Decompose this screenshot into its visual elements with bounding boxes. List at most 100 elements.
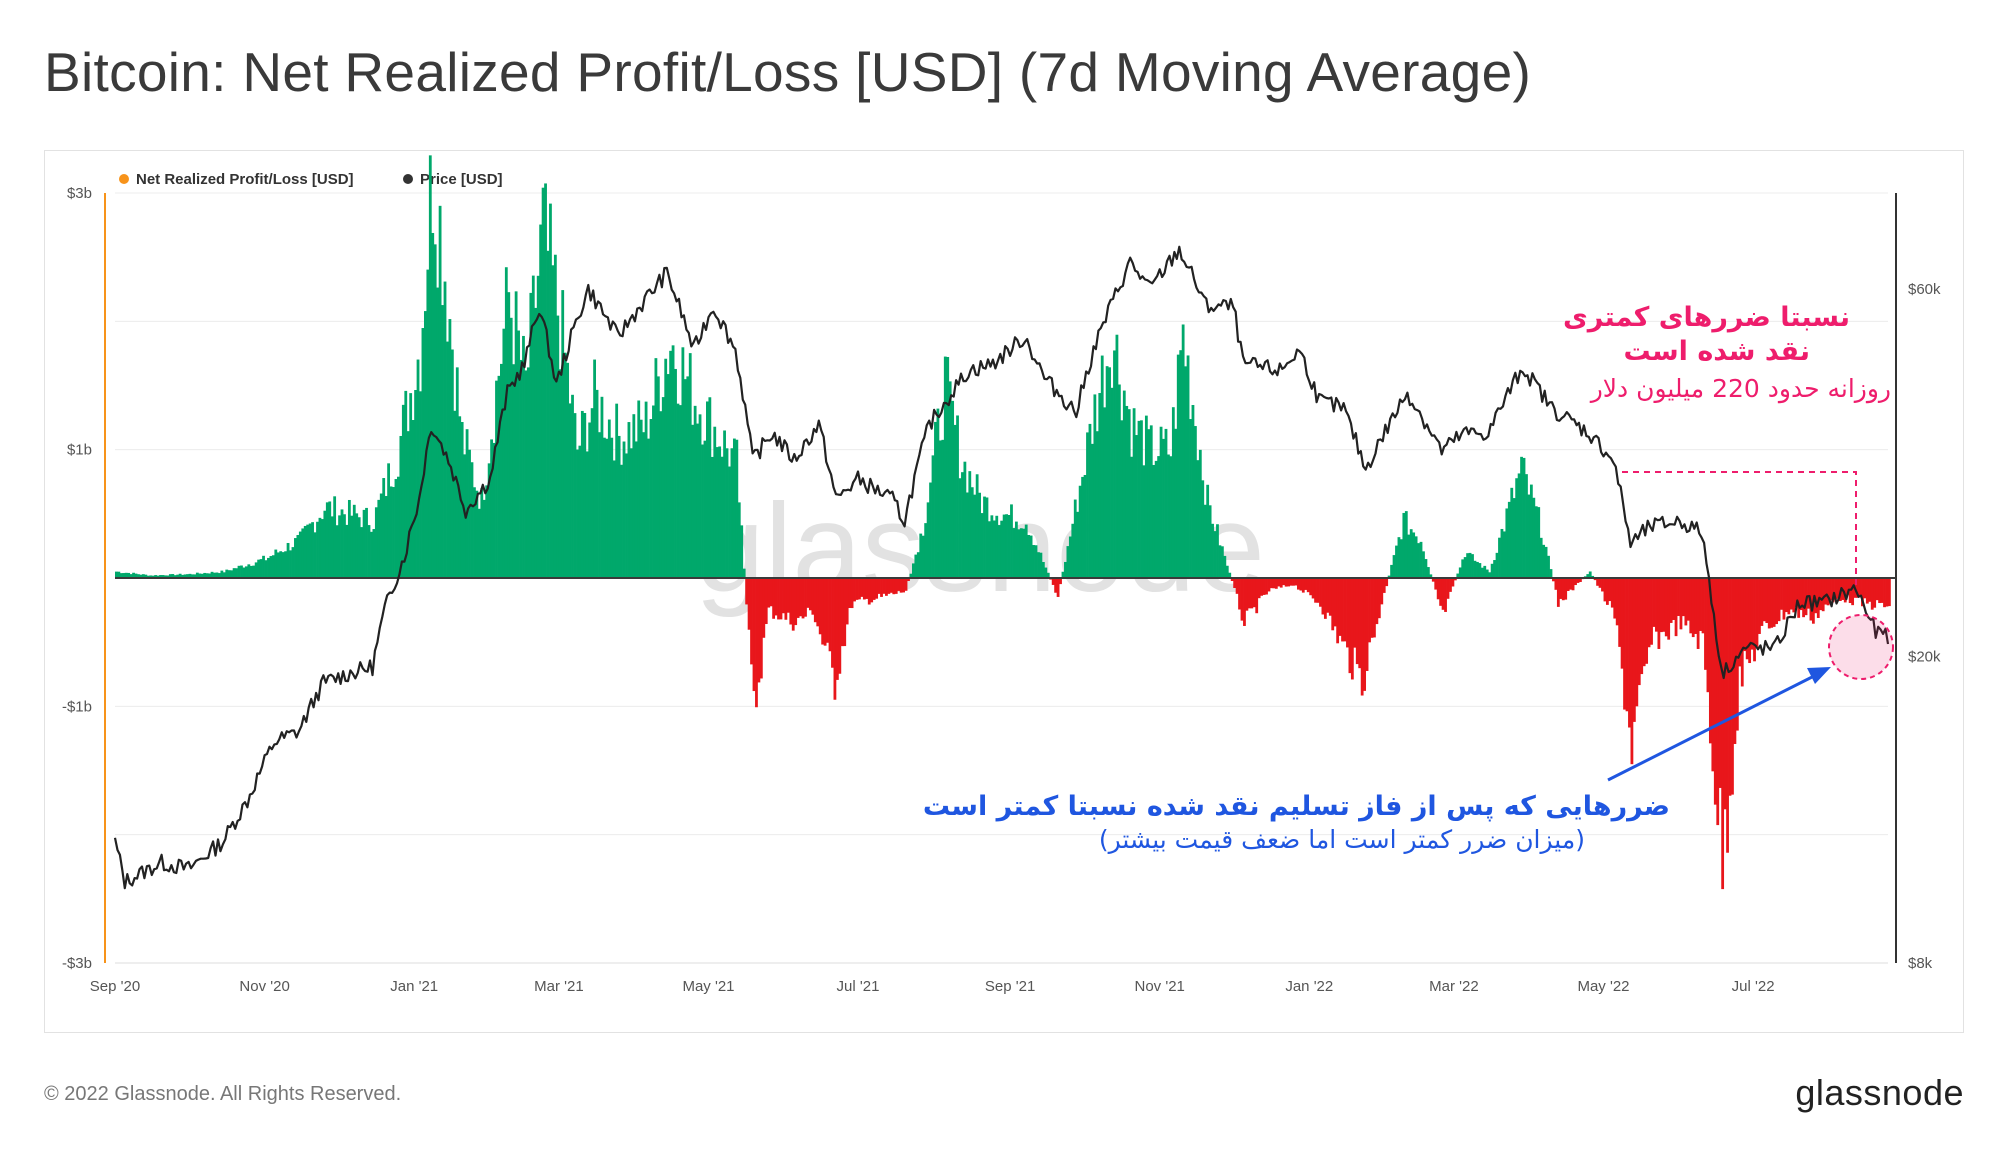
- pl-bar: [634, 441, 638, 578]
- pl-bar: [794, 578, 798, 626]
- pl-bar: [911, 563, 915, 578]
- annotation-top-line3: روزانه حدود 220 میلیون دلار: [1589, 374, 1891, 404]
- pl-bar: [1765, 578, 1769, 623]
- y-left-tick-label: -$3b: [62, 955, 92, 972]
- pl-bar: [519, 359, 523, 578]
- pl-bar: [1184, 366, 1187, 578]
- pl-bar: [546, 250, 550, 579]
- pl-bar: [1252, 578, 1256, 608]
- pl-bar: [931, 455, 935, 578]
- pl-bar: [1500, 528, 1504, 578]
- pl-bar: [973, 494, 977, 578]
- pl-bar: [291, 547, 295, 578]
- pl-bar: [455, 367, 459, 578]
- pl-bar: [1301, 578, 1305, 593]
- pl-bar: [1100, 355, 1104, 578]
- pl-bar: [1402, 512, 1406, 578]
- pl-bar: [225, 569, 229, 578]
- pl-bar: [1863, 578, 1867, 599]
- pl-bar: [267, 557, 270, 578]
- pl-bar: [723, 430, 726, 578]
- pl-bar: [649, 419, 653, 578]
- pl-bar: [1517, 473, 1521, 578]
- pl-bar: [1142, 465, 1146, 578]
- pl-bar: [617, 435, 621, 578]
- pl-bar: [767, 578, 771, 608]
- pl-bar: [1260, 578, 1264, 596]
- pl-bar: [1718, 578, 1722, 788]
- pl-bar: [1679, 578, 1683, 630]
- pl-bar: [752, 578, 756, 692]
- pl-bar: [1029, 535, 1033, 578]
- pl-bar: [1284, 578, 1288, 587]
- pl-bar: [1419, 541, 1423, 578]
- pl-bar: [921, 535, 925, 578]
- pl-bar: [1436, 578, 1440, 600]
- pl-bar: [1610, 578, 1614, 608]
- pl-bar: [259, 559, 263, 578]
- pl-bar: [372, 529, 376, 578]
- pl-bar: [1382, 578, 1386, 593]
- annotation-top-line1: نسبتا ضررهای کمتری: [1563, 302, 1850, 333]
- pl-bar: [1360, 578, 1364, 696]
- annotation-bottom-line2: (میزان ضرر کمتر است اما ضعف قیمت بیشتر): [1099, 825, 1585, 854]
- pl-bar: [862, 578, 866, 600]
- pl-bar: [1211, 523, 1214, 578]
- pl-bar: [843, 578, 847, 647]
- legend-label-profit[interactable]: Net Realized Profit/Loss [USD]: [136, 171, 354, 188]
- pl-bar: [600, 396, 604, 578]
- pl-bar: [512, 364, 516, 578]
- pl-bar: [414, 390, 417, 578]
- y-left-tick-label: $1b: [67, 442, 92, 459]
- pl-bar: [247, 564, 251, 578]
- legend-dot-price: [403, 174, 413, 184]
- pl-bar: [889, 578, 893, 593]
- pl-bar: [330, 516, 334, 578]
- pl-bar: [1122, 390, 1126, 578]
- pl-bar: [1348, 578, 1352, 674]
- legend-label-price[interactable]: Price [USD]: [420, 171, 503, 188]
- pl-bar: [1076, 511, 1080, 578]
- pl-bar: [764, 578, 768, 625]
- pl-bar: [1230, 578, 1234, 582]
- pl-bar: [1677, 578, 1680, 616]
- pl-bar: [988, 521, 991, 578]
- pl-bar: [139, 574, 143, 578]
- pl-bar: [1657, 578, 1661, 649]
- glassnode-logo[interactable]: glassnode: [1795, 1072, 1964, 1113]
- pl-bar: [777, 578, 780, 620]
- pl-bar: [1198, 449, 1202, 578]
- pl-bar: [281, 552, 285, 578]
- x-tick-label: Jan '21: [390, 978, 438, 995]
- pl-bar: [1598, 578, 1602, 588]
- pl-bar: [124, 572, 128, 578]
- pl-bar: [1571, 578, 1575, 591]
- pl-bar: [1140, 420, 1143, 578]
- pl-bar: [544, 183, 547, 578]
- pl-bar: [1579, 578, 1582, 582]
- pl-bar: [1740, 578, 1744, 687]
- pl-bar: [1613, 578, 1617, 619]
- pl-bar: [745, 578, 749, 605]
- pl-bar: [308, 523, 312, 578]
- pl-bar: [122, 573, 126, 578]
- pl-bar: [1191, 405, 1195, 578]
- pl-bar: [696, 423, 699, 578]
- pl-bar: [838, 578, 842, 674]
- pl-bar: [1400, 539, 1403, 578]
- chart-svg: glassnode Net Realized Profit/Loss [USD]…: [62, 155, 1941, 995]
- pl-bar: [558, 369, 562, 578]
- pl-bar: [539, 224, 543, 579]
- pl-bar: [1223, 555, 1227, 578]
- annotation-dashed-bracket: [1622, 471, 1857, 586]
- pl-bar: [1831, 578, 1835, 603]
- pl-bar: [1088, 423, 1092, 578]
- pl-bar: [1674, 578, 1678, 637]
- pl-bar: [1005, 514, 1008, 578]
- pl-bar: [1836, 578, 1840, 599]
- pl-bar: [526, 367, 530, 578]
- pl-bar: [1532, 497, 1536, 578]
- pl-bar: [1343, 578, 1347, 642]
- pl-bar: [134, 573, 138, 578]
- pl-bar: [1355, 578, 1359, 665]
